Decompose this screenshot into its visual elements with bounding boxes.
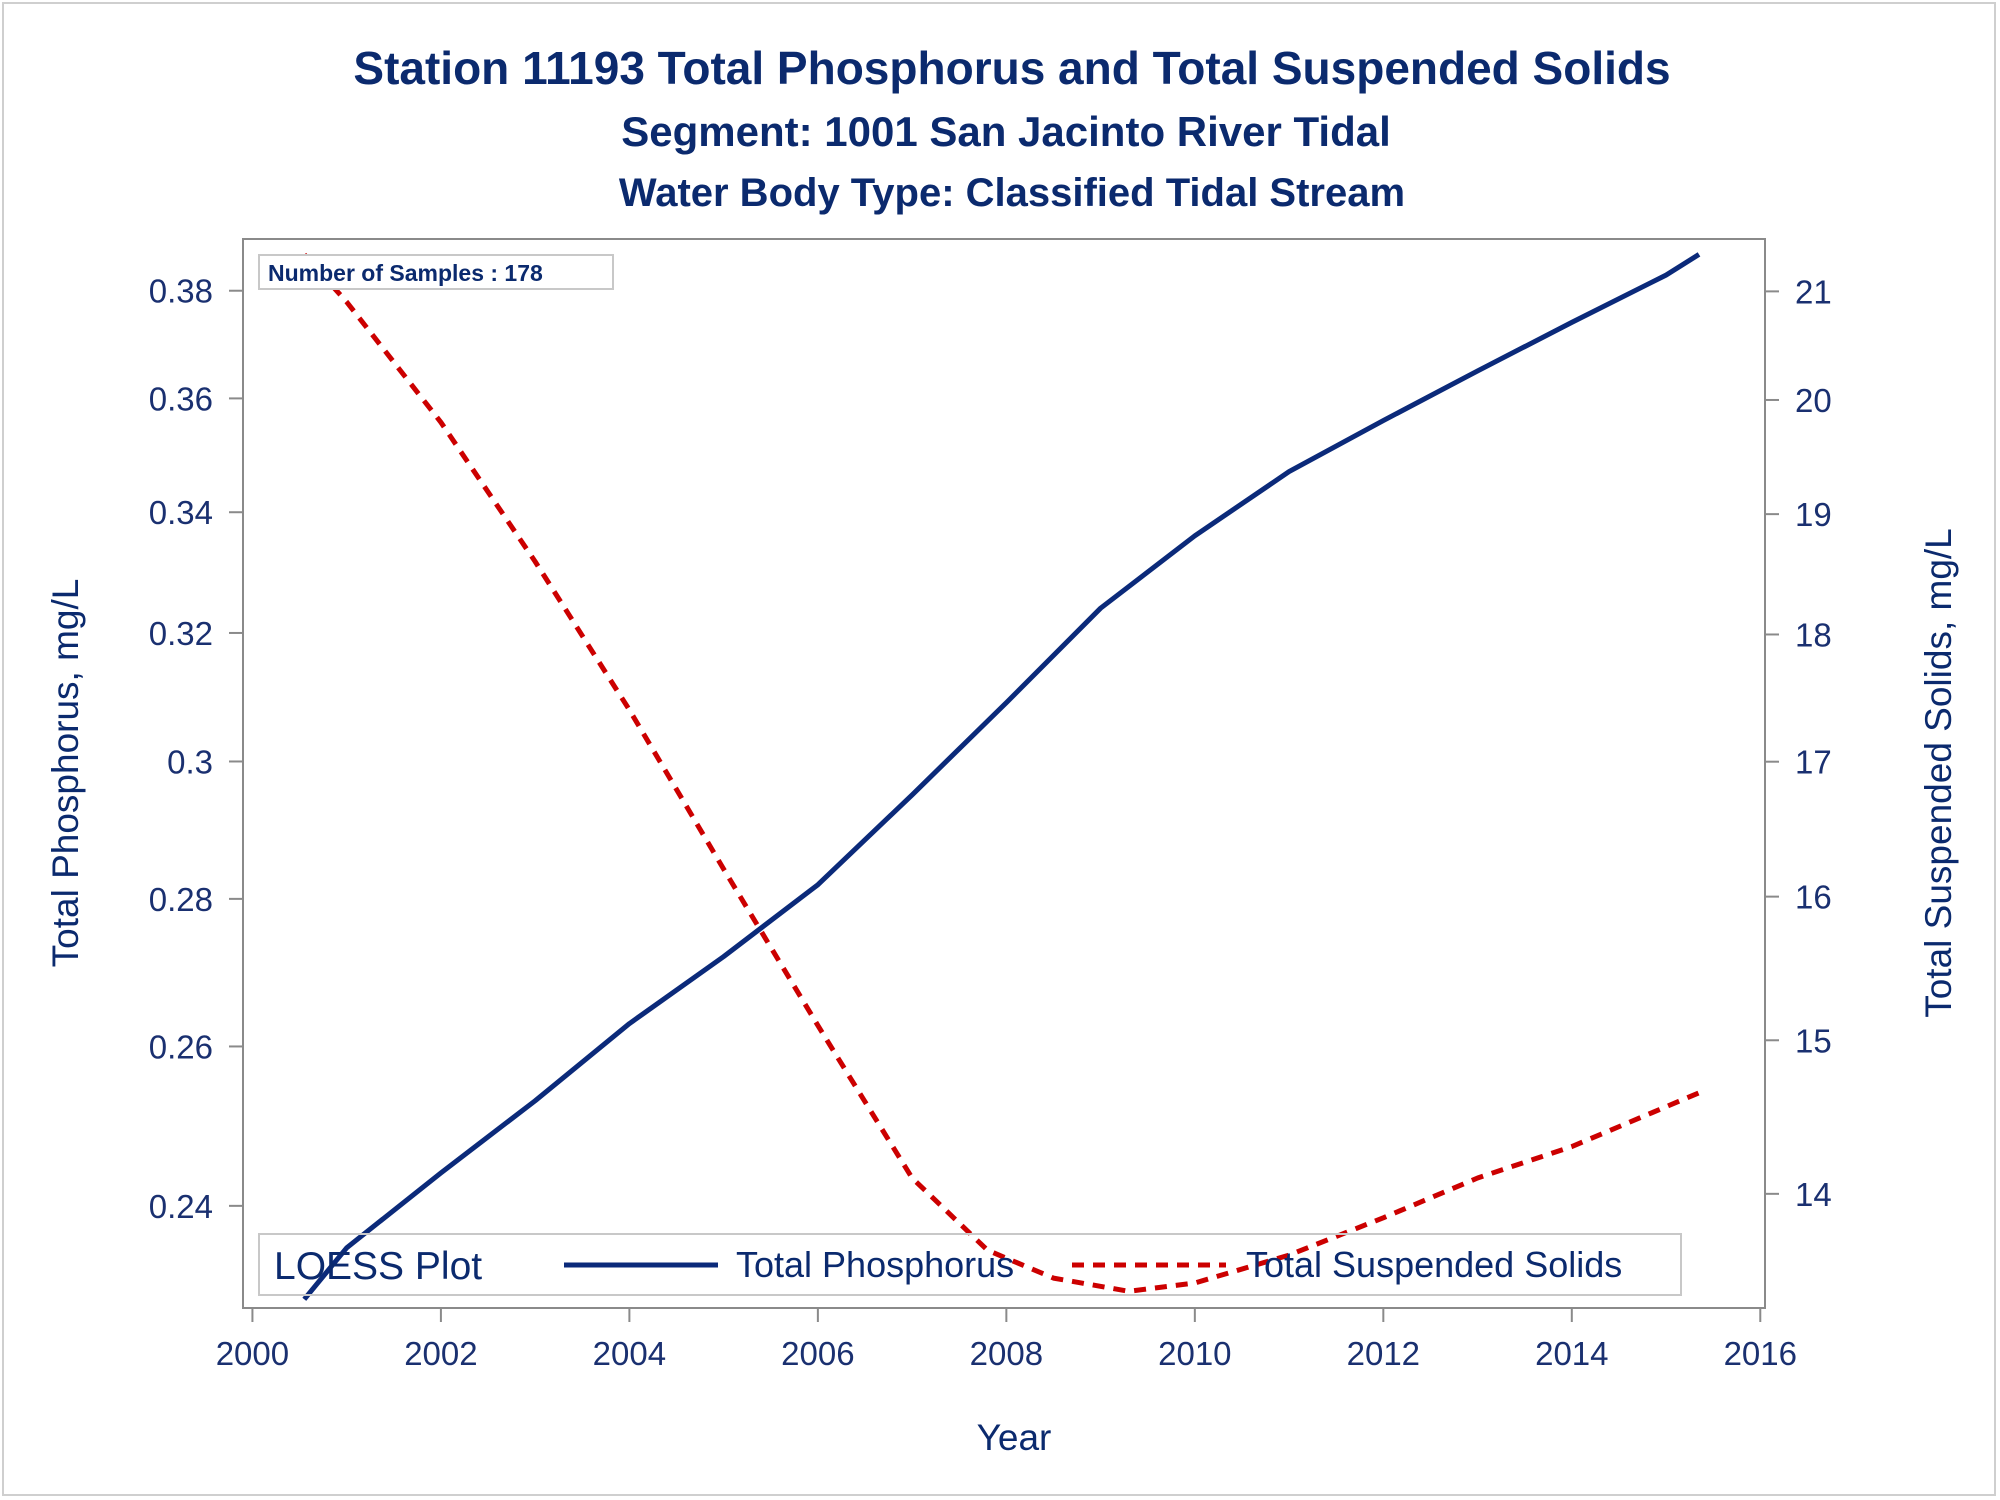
- y-right-tick-label: 16: [1795, 879, 1832, 916]
- y-left-tick-label: 0.34: [149, 494, 213, 531]
- x-tick-label: 2012: [1347, 1335, 1420, 1372]
- y-left-tick-label: 0.3: [167, 743, 213, 780]
- x-axis: 2000 2002 2004 2006 2008 2010 2012 2014 2016: [216, 1308, 1797, 1372]
- x-tick-label: 2006: [781, 1335, 854, 1372]
- x-tick-label: 2004: [593, 1335, 666, 1372]
- sample-count-box: [258, 254, 614, 290]
- series-line-total-phosphorus: [302, 252, 1701, 1301]
- x-tick-label: 2008: [970, 1335, 1043, 1372]
- y-axis-left-label: Total Phosphorus, mg/L: [45, 579, 86, 968]
- chart-title: Station 11193 Total Phosphorus and Total…: [353, 42, 1670, 94]
- y-right-tick-label: 19: [1795, 496, 1832, 533]
- y-axis-right: 14 15 16 17 18 19 20 21: [1765, 273, 1832, 1213]
- y-right-tick-label: 20: [1795, 382, 1832, 419]
- legend-label-phosphorus: Total Phosphorus: [736, 1244, 1014, 1285]
- sample-count-text: Number of Samples : 178: [268, 260, 543, 286]
- legend-box: [258, 1233, 1682, 1296]
- y-left-tick-label: 0.24: [149, 1188, 213, 1225]
- y-right-tick-label: 17: [1795, 744, 1832, 781]
- y-right-tick-label: 15: [1795, 1022, 1832, 1059]
- chart-subtitle-segment: Segment: 1001 San Jacinto River Tidal: [621, 108, 1391, 155]
- x-tick-label: 2016: [1724, 1335, 1797, 1372]
- y-right-tick-label: 18: [1795, 616, 1832, 653]
- y-left-tick-label: 0.26: [149, 1028, 213, 1065]
- legend-title: LOESS Plot: [274, 1245, 482, 1288]
- x-tick-label: 2000: [216, 1335, 289, 1372]
- y-left-tick-label: 0.36: [149, 380, 213, 417]
- y-right-tick-label: 14: [1795, 1176, 1832, 1213]
- y-left-tick-label: 0.38: [149, 273, 213, 310]
- legend-label-tss: Total Suspended Solids: [1246, 1244, 1622, 1285]
- y-left-tick-label: 0.32: [149, 615, 213, 652]
- plot-area: [242, 238, 1766, 1309]
- x-tick-label: 2010: [1158, 1335, 1231, 1372]
- series-layer: [302, 252, 1701, 1301]
- x-tick-label: 2002: [404, 1335, 477, 1372]
- x-axis-label: Year: [977, 1417, 1052, 1458]
- series-line-total-suspended-solids: [302, 252, 1700, 1294]
- y-axis-right-label: Total Suspended Solids, mg/L: [1918, 528, 1959, 1018]
- y-right-tick-label: 21: [1795, 273, 1832, 310]
- x-tick-label: 2014: [1535, 1335, 1608, 1372]
- legend: LOESS Plot Total Phosphorus Total Suspen…: [258, 1233, 1682, 1296]
- chart-subtitle-waterbody: Water Body Type: Classified Tidal Stream: [619, 171, 1405, 215]
- y-axis-left: 0.24 0.26 0.28 0.3 0.32 0.34 0.36 0.38: [149, 273, 243, 1225]
- y-left-tick-label: 0.28: [149, 881, 213, 918]
